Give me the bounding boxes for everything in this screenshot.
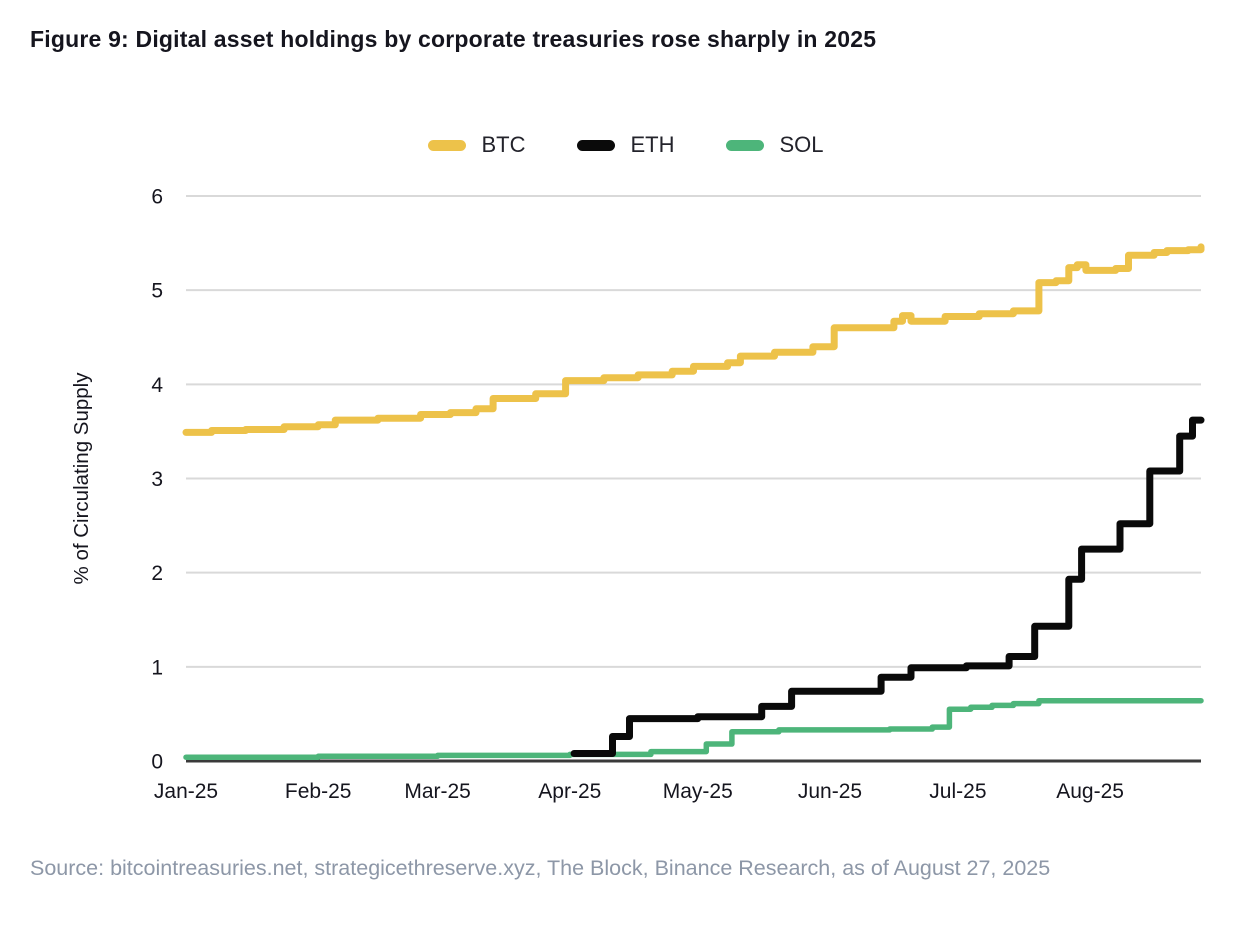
sol-line-swatch-icon (726, 139, 765, 151)
y-tick-label-5: 5 (151, 280, 163, 303)
series-line-sol (183, 697, 1204, 760)
y-tick-label-3: 3 (151, 468, 163, 491)
legend-item-sol: SOL (726, 132, 824, 158)
x-tick-label-Mar-25: Mar-25 (404, 780, 471, 803)
legend-label-btc: BTC (481, 132, 526, 157)
legend-item-btc: BTC (428, 132, 525, 158)
x-axis-tick-labels: Jan-25 Feb-25 Mar-25 Apr-25 May-25 Jun-25 Jul-… (154, 780, 1124, 803)
x-tick-label-Jan-25: Jan-25 (154, 780, 218, 803)
y-tick-label-6: 6 (151, 186, 163, 209)
x-tick-label-Aug-25: Aug-25 (1056, 780, 1124, 803)
legend-item-eth: ETH (577, 132, 674, 158)
y-tick-label-0: 0 (151, 751, 163, 774)
gridlines (186, 195, 1201, 668)
x-tick-label-Jun-25: Jun-25 (798, 780, 862, 803)
figure-title: Figure 9: Digital asset holdings by corp… (30, 26, 877, 52)
x-tick-label-Feb-25: Feb-25 (285, 780, 352, 803)
y-tick-label-2: 2 (151, 562, 163, 585)
x-tick-label-May-25: May-25 (663, 780, 733, 803)
series-line-eth (570, 416, 1205, 757)
chart-legend: BTC ETH SOL (0, 132, 1252, 158)
legend-label-eth: ETH (630, 132, 675, 157)
x-tick-label-Jul-25: Jul-25 (929, 780, 986, 803)
y-tick-label-4: 4 (151, 374, 163, 397)
btc-line-swatch-icon (428, 139, 467, 151)
y-axis-tick-labels: 0 1 2 3 4 5 6 (151, 186, 163, 774)
eth-line-swatch-icon (577, 139, 616, 151)
legend-label-sol: SOL (779, 132, 824, 157)
x-tick-label-Apr-25: Apr-25 (538, 780, 601, 803)
y-axis-title: % of Circulating Supply (70, 372, 93, 585)
series-line-btc (182, 243, 1205, 436)
source-note: Source: bitcointreasuries.net, strategic… (30, 856, 1051, 880)
y-tick-label-1: 1 (151, 656, 163, 679)
